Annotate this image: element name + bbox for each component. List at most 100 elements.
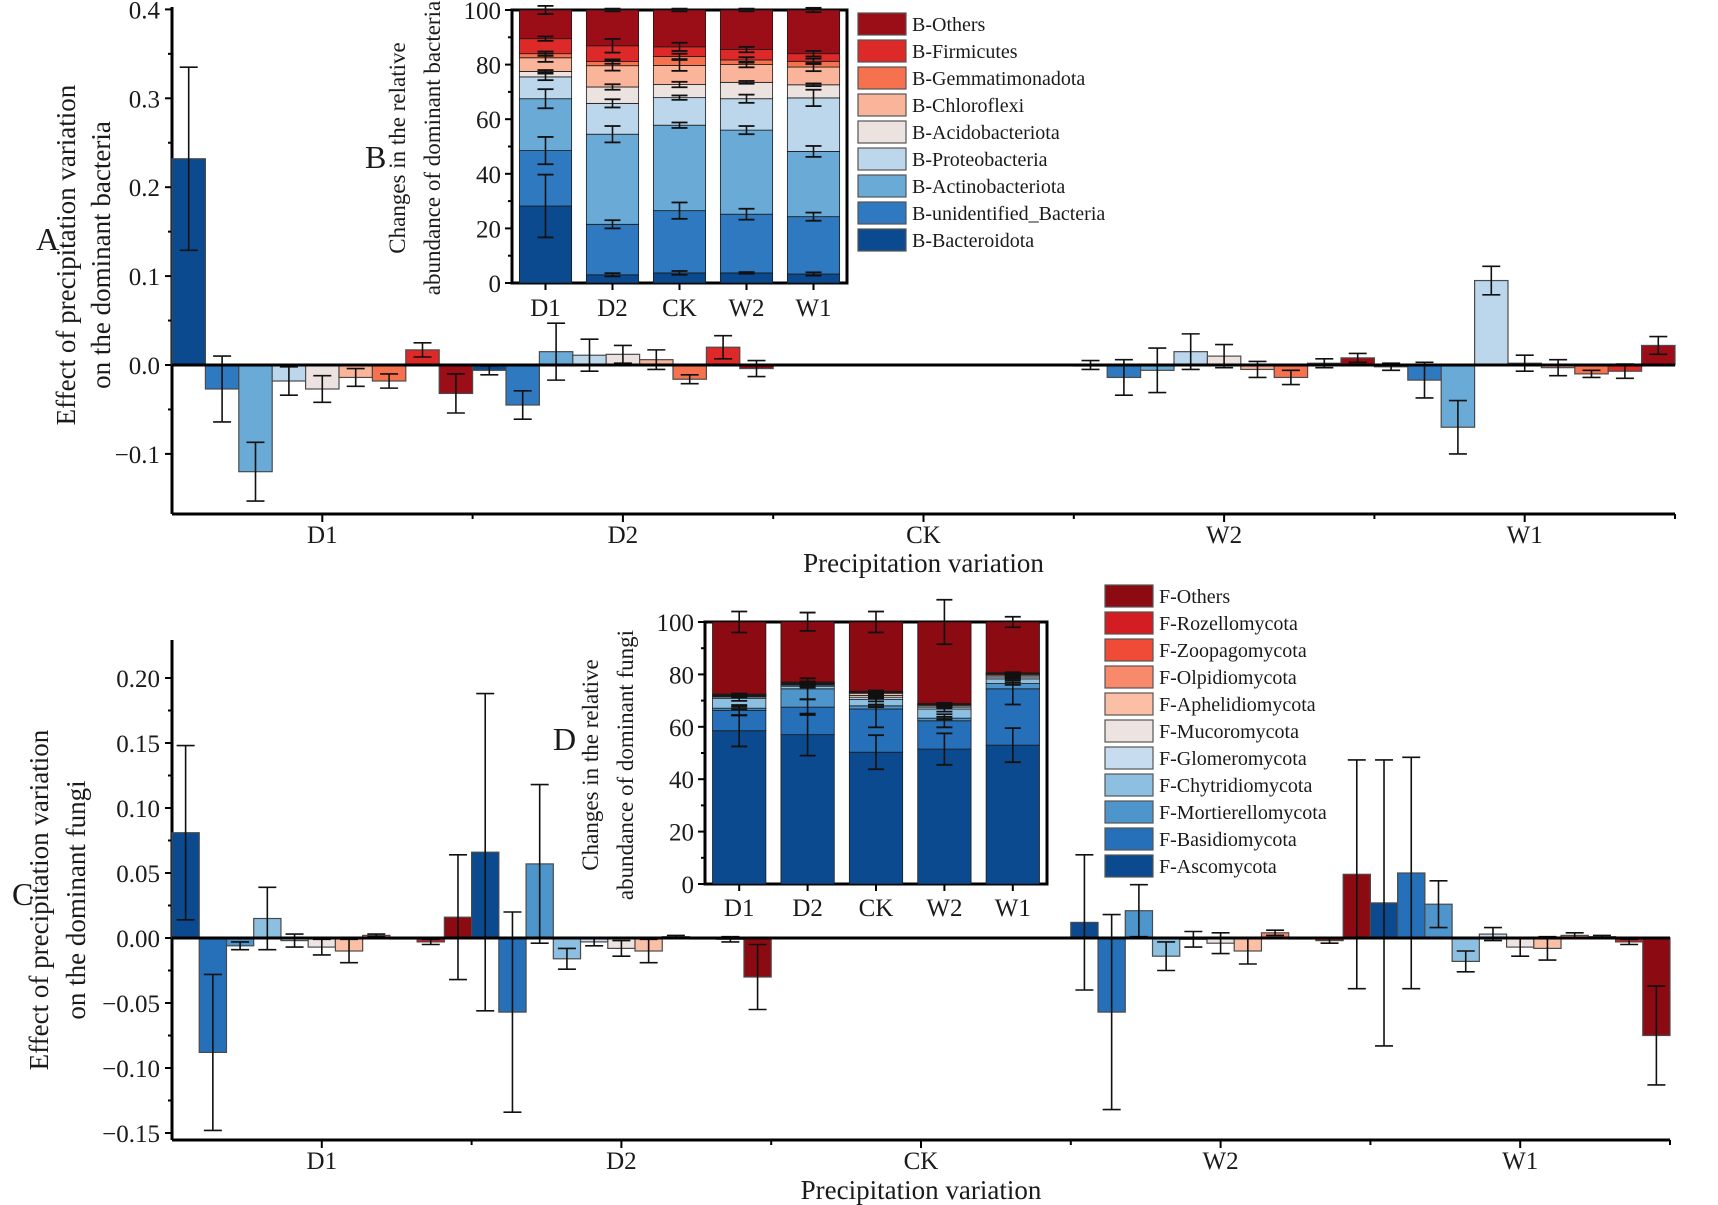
y-axis-title: Changes in the relative	[385, 42, 410, 253]
legend-swatch	[1104, 800, 1154, 824]
y-tick-label: 0.20	[116, 666, 160, 693]
y-tick-label: 0.05	[116, 861, 160, 888]
stack-b-unidentified_bacteria	[652, 210, 707, 274]
y-tick-label: 0	[682, 872, 695, 899]
legend-swatch	[1104, 584, 1154, 608]
panel-b: D1 D2 CK W2 W1 0 20 40 60 80 100 Changes in the rel…	[365, 0, 1105, 322]
legend-label: F-Chytridiomycota	[1159, 775, 1312, 797]
stack-b-others	[786, 9, 841, 55]
x-tick-label: W2	[728, 295, 764, 322]
legend-swatch	[1104, 692, 1154, 716]
x-tick-label: D2	[792, 895, 823, 922]
panel-a: −0.1 0.0 0.1 0.2 0.3 0.4 D1 D2 CK W2 W1 Precipitati…	[36, 0, 1676, 578]
panel-label: C	[12, 876, 33, 912]
x-tick-label: D1	[530, 295, 561, 322]
legend-swatch	[1104, 665, 1154, 689]
legend-label: B-Chloroflexi	[912, 95, 1025, 117]
y-tick-label: 60	[476, 107, 501, 134]
legend-label: B-unidentified_Bacteria	[912, 203, 1105, 225]
y-tick-label: 0	[489, 271, 502, 298]
stack-b-actinobacteriota	[719, 129, 774, 215]
legend-swatch	[857, 12, 907, 36]
legend-label: F-Basidiomycota	[1159, 829, 1297, 851]
x-tick-label: W1	[1502, 1148, 1538, 1175]
x-tick-label: D2	[606, 1148, 637, 1175]
x-tick-label: D1	[307, 1148, 338, 1175]
legend-label: B-Gemmatimonadota	[912, 68, 1085, 90]
panel-c: −0.15 −0.10 −0.05 0.00 0.05 0.10 0.15 0.20 D1 D2 C…	[12, 640, 1671, 1205]
y-tick-label: 0.2	[129, 175, 160, 202]
y-tick-label: 80	[669, 662, 694, 689]
stack-b-actinobacteriota	[652, 124, 707, 212]
y-tick-label: −0.1	[115, 442, 160, 469]
y-tick-label: 80	[476, 53, 501, 80]
y-tick-label: 40	[476, 162, 501, 189]
panel-label: D	[553, 721, 576, 757]
y-tick-label: 0.10	[116, 796, 160, 823]
legend: F-Others F-Rozellomycota F-Zoopagomycota F-…	[1104, 584, 1327, 878]
stack-b-actinobacteriota	[585, 133, 640, 225]
y-tick-label: 0.0	[129, 353, 160, 380]
legend-label: F-Mortierellomycota	[1159, 802, 1327, 824]
x-tick-label: W1	[795, 295, 831, 322]
y-tick-label: 100	[464, 0, 502, 25]
legend-swatch	[1104, 854, 1154, 878]
legend-swatch	[857, 120, 907, 144]
x-tick-label: D1	[307, 522, 338, 549]
legend-label: B-Actinobacteriota	[912, 176, 1065, 198]
y-axis-title: Changes in the relative	[578, 659, 603, 870]
x-tick-label: CK	[906, 522, 941, 549]
legend-swatch	[857, 93, 907, 117]
y-tick-label: 60	[669, 715, 694, 742]
x-axis-title: Precipitation variation	[803, 548, 1044, 578]
y-tick-label: 0.15	[116, 731, 160, 758]
legend: B-Others B-Firmicutes B-Gemmatimonadota B-C…	[857, 12, 1105, 252]
y-tick-label: 20	[669, 820, 694, 847]
legend-swatch	[1104, 611, 1154, 635]
legend-swatch	[1104, 719, 1154, 743]
x-axis-title: Precipitation variation	[801, 1175, 1042, 1205]
legend-label: F-Aphelidiomycota	[1159, 694, 1316, 716]
legend-swatch	[857, 228, 907, 252]
stack-f-ascomycota	[712, 730, 767, 885]
y-tick-label: 0.1	[129, 264, 160, 291]
x-tick-label: CK	[662, 295, 697, 322]
legend-swatch	[857, 147, 907, 171]
stack-b-actinobacteriota	[786, 151, 841, 218]
stack-f-others	[985, 621, 1040, 674]
legend-label: F-Glomeromycota	[1159, 748, 1307, 770]
legend-label: F-Zoopagomycota	[1159, 640, 1307, 662]
stack-b-unidentified_bacteria	[786, 216, 841, 275]
y-tick-label: 0.4	[129, 0, 161, 24]
stack-b-proteobacteria	[719, 98, 774, 131]
stack-f-ascomycota	[985, 744, 1040, 885]
y-axis-title: Effect of precipitation variation	[24, 729, 54, 1070]
stack-b-others	[652, 9, 707, 48]
y-axis-title: on the dominant fungi	[61, 780, 91, 1019]
y-axis-title: abundance of dominant fungi	[613, 630, 638, 900]
legend-swatch	[857, 201, 907, 225]
x-tick-label: W2	[1203, 1148, 1239, 1175]
x-tick-label: W1	[1507, 522, 1543, 549]
stack-f-ascomycota	[848, 751, 904, 885]
y-tick-label: −0.10	[102, 1056, 160, 1083]
legend-label: F-Rozellomycota	[1159, 613, 1298, 635]
y-axis-title: on the dominant bacteria	[86, 121, 116, 389]
x-tick-label: W2	[926, 895, 962, 922]
x-tick-label: CK	[859, 895, 894, 922]
legend-label: B-Acidobacteriota	[912, 122, 1060, 144]
y-tick-label: 0.3	[129, 86, 160, 113]
stack-b-unidentified_bacteria	[719, 213, 774, 274]
stack-b-proteobacteria	[652, 97, 707, 126]
stack-f-ascomycota	[917, 748, 972, 885]
legend-label: F-Mucoromycota	[1159, 721, 1299, 743]
legend-swatch	[1104, 827, 1154, 851]
legend-label: B-Firmicutes	[912, 41, 1018, 63]
y-axis-title: abundance of dominant bacteria	[420, 1, 445, 295]
legend-label: F-Others	[1159, 586, 1230, 608]
legend-label: B-Others	[912, 14, 986, 36]
legend-swatch	[1104, 638, 1154, 662]
y-tick-label: 20	[476, 216, 501, 243]
legend-label: F-Olpidiomycota	[1159, 667, 1297, 689]
y-tick-label: 100	[657, 610, 695, 637]
